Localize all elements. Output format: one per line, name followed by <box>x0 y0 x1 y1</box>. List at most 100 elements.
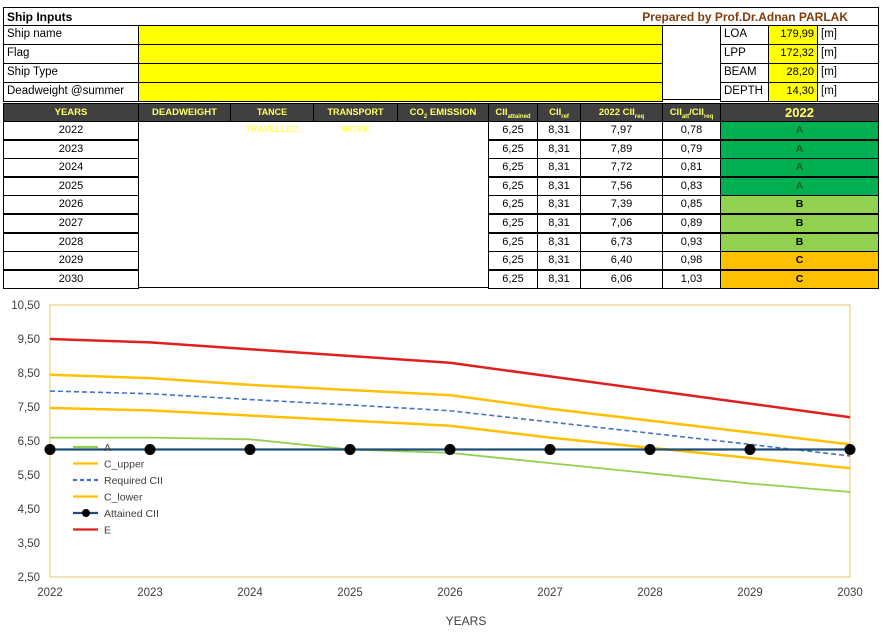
x-tick-label: 2029 <box>737 587 763 599</box>
row-year: 2022 <box>3 121 139 140</box>
row-cii-attained: 6,25 <box>488 139 538 159</box>
col-ratio: CIIatt/CIIreq <box>662 103 721 122</box>
row-ratio: 0,83 <box>662 176 721 196</box>
co2-sub: 2 <box>423 113 428 120</box>
y-tick-label: 3,50 <box>18 538 40 550</box>
y-tick-label: 9,50 <box>18 334 40 346</box>
dimension-unit: [m] <box>817 44 879 64</box>
row-cii-required: 7,39 <box>580 195 663 215</box>
attained-marker <box>244 444 256 455</box>
row-year: 2025 <box>3 176 139 196</box>
row-grade: A <box>720 139 879 159</box>
col-deadweight: DEADWEIGHT <box>138 103 231 122</box>
cii-chart: 2,50 3,50 4,50 5,50 6,50 7,50 8,50 9,50 10,50 20… <box>11 300 863 628</box>
dimension-label: BEAM <box>720 63 769 83</box>
row-ratio: 0,98 <box>662 251 721 271</box>
row-ratio: 0,79 <box>662 139 721 159</box>
row-cii-ref: 8,31 <box>537 251 581 271</box>
row-cii-ref: 8,31 <box>537 139 581 159</box>
legend-label: C_upper <box>104 459 145 471</box>
row-grade: C <box>720 251 879 271</box>
row-ratio: 1,03 <box>662 269 721 289</box>
input-label: Ship name <box>3 25 139 45</box>
input-label: Deadweight @summer <box>3 82 139 102</box>
row-cii-ref: 8,31 <box>537 232 581 252</box>
row-cii-attained: 6,25 <box>488 176 538 196</box>
row-cii-required: 6,73 <box>580 232 663 252</box>
y-tick-label: 5,50 <box>18 470 40 482</box>
chart-plot-border <box>49 304 851 578</box>
row-grade: B <box>720 232 879 252</box>
ship-inputs-title: Ship Inputs <box>7 10 73 24</box>
row-cii-attained: 6,25 <box>488 269 538 289</box>
input-field[interactable] <box>138 63 663 83</box>
x-axis-title: YEARS <box>446 614 487 628</box>
row-cii-required: 7,97 <box>580 121 663 140</box>
ratio-sub1: att <box>681 113 690 120</box>
col-cii-req: 2022 CIIreq <box>580 103 663 122</box>
row-ratio: 0,89 <box>662 214 721 233</box>
dimension-value[interactable]: 179,99 <box>768 25 818 45</box>
attained-marker <box>644 444 656 455</box>
row-cii-required: 7,56 <box>580 176 663 196</box>
prepared-by: Prepared by Prof.Dr.Adnan PARLAK <box>642 10 848 24</box>
row-year: 2024 <box>3 158 139 178</box>
row-ratio: 0,78 <box>662 121 721 140</box>
ship-inputs-header: Ship Inputs Prepared by Prof.Dr.Adnan PA… <box>3 7 879 26</box>
col-years: YEARS <box>3 103 139 122</box>
attained-marker <box>344 444 356 455</box>
row-cii-attained: 6,25 <box>488 214 538 233</box>
y-tick-label: 8,50 <box>18 368 40 380</box>
row-ratio: 0,93 <box>662 232 721 252</box>
row-year: 2028 <box>3 232 139 252</box>
col-cii-attained: CIIattained <box>488 103 538 122</box>
row-cii-attained: 6,25 <box>488 232 538 252</box>
dimension-label: LOA <box>720 25 769 45</box>
row-grade: C <box>720 269 879 289</box>
row-grade: A <box>720 176 879 196</box>
x-tick-label: 2022 <box>37 587 63 599</box>
row-cii-required: 7,89 <box>580 139 663 159</box>
col-co2: CO2 EMISSION <box>397 103 489 122</box>
input-label: Flag <box>3 44 139 64</box>
cii-req-sub: req <box>634 113 645 120</box>
dimension-label: LPP <box>720 44 769 64</box>
row-cii-required: 6,06 <box>580 269 663 289</box>
input-field[interactable] <box>138 25 663 45</box>
input-field[interactable] <box>138 82 663 102</box>
row-cii-required: 7,72 <box>580 158 663 178</box>
series-line-e <box>49 337 851 419</box>
row-cii-required: 7,06 <box>580 214 663 233</box>
y-tick-label: 7,50 <box>18 402 40 414</box>
row-year: 2029 <box>3 251 139 271</box>
x-tick-label: 2030 <box>837 587 863 599</box>
legend-label: C_lower <box>104 492 143 504</box>
row-ratio: 0,81 <box>662 158 721 178</box>
row-grade: B <box>720 214 879 233</box>
co2-label: CO <box>409 107 424 118</box>
cii-req-label: 2022 CII <box>598 107 635 118</box>
legend-label: A <box>104 442 111 454</box>
x-tick-label: 2025 <box>337 587 363 599</box>
series-line-required-cii <box>49 390 851 457</box>
row-cii-ref: 8,31 <box>537 214 581 233</box>
cii-ref-label: CII <box>549 107 562 118</box>
col-distance: TANCE TRAVELLED <box>230 103 314 134</box>
attained-marker <box>444 444 456 455</box>
y-tick-label: 4,50 <box>18 504 40 516</box>
attained-marker <box>144 444 156 455</box>
dimension-value[interactable]: 14,30 <box>768 82 818 102</box>
cii-att-label: CII <box>495 107 508 118</box>
input-field[interactable] <box>138 44 663 64</box>
row-grade: A <box>720 121 879 140</box>
x-tick-label: 2027 <box>537 587 563 599</box>
y-tick-label: 2,50 <box>18 572 40 584</box>
co2-tail: EMISSION <box>427 107 477 118</box>
row-cii-ref: 8,31 <box>537 176 581 196</box>
dimension-value[interactable]: 172,32 <box>768 44 818 64</box>
row-cii-attained: 6,25 <box>488 121 538 140</box>
ratio-label: CII <box>669 107 682 118</box>
series-line-c-lower <box>49 406 851 470</box>
row-year: 2027 <box>3 214 139 233</box>
dimension-value[interactable]: 28,20 <box>768 63 818 83</box>
